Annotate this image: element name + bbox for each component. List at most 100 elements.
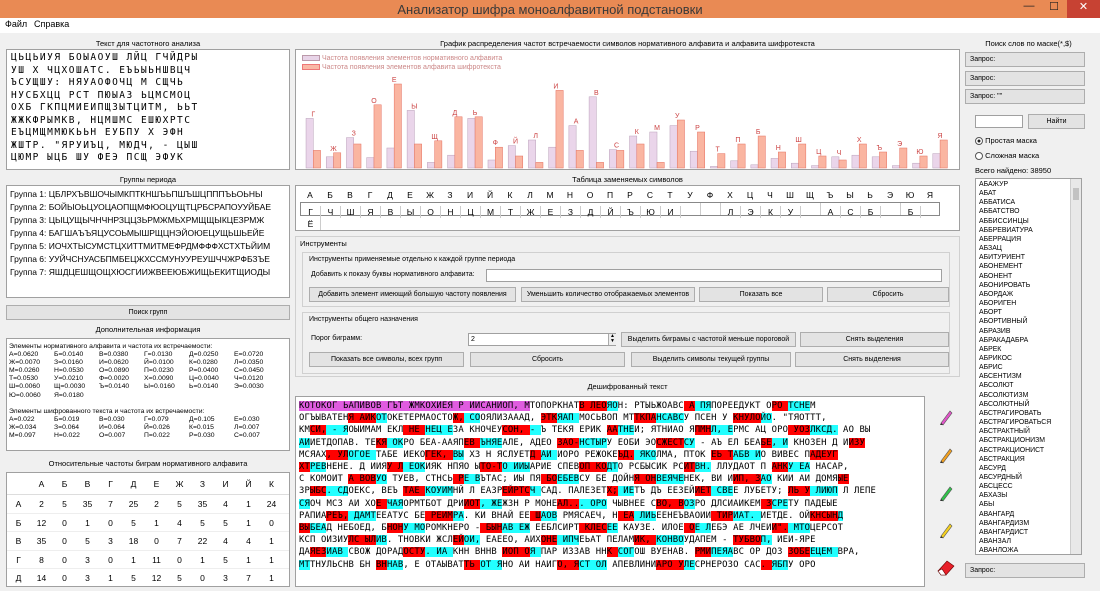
subst-cipher-cell[interactable]: А	[821, 206, 841, 218]
period-groups-list[interactable]: Группа 1: ЦБЛРХЪВШОЧЫМКПТКНШЪЬПШЪШЦПППЪЬ…	[6, 185, 290, 298]
word-item[interactable]: АББРЕВИАТУРА	[979, 226, 1033, 234]
subst-cipher-cell[interactable]: Г	[301, 206, 321, 218]
word-item[interactable]: АБРАКАДАБРА	[979, 336, 1029, 344]
subst-cipher-cell[interactable]: Э	[741, 206, 761, 218]
word-item[interactable]: АБЕРРАЦИЯ	[979, 235, 1022, 243]
period-group-item[interactable]: Группа 5: ИОЧХТЫСУМСТЦХИТТМИТМЕФРДМФФФХС…	[10, 240, 286, 253]
query-button-2[interactable]: Запрос:	[965, 71, 1085, 86]
subst-cipher-cell[interactable]: О	[421, 206, 441, 218]
word-item[interactable]: АББАТИСА	[979, 199, 1016, 207]
search-groups-button[interactable]: Поиск групп	[6, 305, 290, 320]
subst-cipher-cell[interactable]: И	[661, 206, 681, 218]
clear-selection-button-2[interactable]: Снять выделения	[795, 352, 949, 367]
mask-input[interactable]	[975, 115, 1023, 128]
word-item[interactable]: АБСЦЕСС	[979, 483, 1013, 491]
simple-mask-radio[interactable]: Простая маска	[975, 136, 1037, 146]
word-item[interactable]: АБСТРАКЦИОНИЗМ	[979, 437, 1045, 445]
word-item[interactable]: АБСУРД	[979, 464, 1006, 472]
orange-pen-icon[interactable]	[938, 446, 954, 464]
word-item[interactable]: АБЫ	[979, 501, 995, 509]
add-letter-input[interactable]	[486, 269, 942, 282]
subst-cipher-cell[interactable]: З	[561, 206, 581, 218]
minimize-button[interactable]: —	[1023, 0, 1035, 12]
word-item[interactable]: АБСТРАКЦИЯ	[979, 455, 1025, 463]
word-item[interactable]: АБРИС	[979, 364, 1003, 372]
highlight-group-button[interactable]: Выделить символы текущей группы	[631, 352, 791, 367]
subst-cipher-cell[interactable]: Е	[541, 206, 561, 218]
word-item[interactable]: АБОНЕНТ	[979, 272, 1013, 280]
word-item[interactable]: АББАТСТВО	[979, 208, 1020, 216]
word-item[interactable]: АБСУРДНЫЙ	[979, 474, 1022, 481]
reset-button-2[interactable]: Сбросить	[470, 352, 625, 367]
eraser-icon[interactable]	[936, 558, 956, 576]
word-item[interactable]: АБСТРАГИРОВАТЬСЯ	[979, 419, 1052, 427]
subst-cipher-cell[interactable]: Ж	[521, 206, 541, 218]
decrypted-text-area[interactable]: КОТОКОГ ЬАПИВОВ ГЪТ ЖМКОХИЕЯ Р ИИСАНИОП,…	[295, 396, 925, 587]
subst-cipher-cell[interactable]: Ё	[301, 218, 321, 230]
subst-cipher-cell[interactable]: В	[381, 206, 401, 218]
word-item[interactable]: АВАНЗАЛ	[979, 538, 1011, 546]
clear-selection-button-1[interactable]: Снять выделения	[800, 332, 949, 347]
analysis-text-area[interactable]: ЦЬЦЬИУЯ БОЫАОУШ ЛЙЦ ГЧЙДРЫ УШ Х ЧЦХОШАТС.…	[6, 49, 290, 170]
subst-cipher-cell[interactable]: Б	[861, 206, 881, 218]
query-button-1[interactable]: Запрос:	[965, 52, 1085, 67]
word-item[interactable]: АБОРДАЖ	[979, 290, 1014, 298]
subst-cipher-cell[interactable]: Ы	[401, 206, 421, 218]
word-item[interactable]: АВАНЛОЖА	[979, 547, 1019, 555]
word-item[interactable]: АБСЕНТИЗМ	[979, 373, 1022, 381]
word-item[interactable]: АБСОЛЮТ	[979, 382, 1014, 390]
subst-cipher-cell[interactable]: Д	[581, 206, 601, 218]
word-item[interactable]: АБСОЛЮТНЫЙ	[979, 400, 1030, 408]
subst-cipher-cell[interactable]: С	[841, 206, 861, 218]
scrollbar-thumb[interactable]	[1073, 188, 1079, 200]
close-button[interactable]: ✕	[1067, 0, 1100, 18]
menu-file[interactable]: Файл	[5, 19, 28, 29]
period-group-item[interactable]: Группа 1: ЦБЛРХЪВШОЧЫМКПТКНШЪЬПШЪШЦПППЪЬ…	[10, 188, 286, 201]
query-button-3[interactable]: Запрос: ""	[965, 89, 1085, 104]
subst-cipher-cell[interactable]: Ю	[641, 206, 661, 218]
highlight-bigrams-button[interactable]: Выделить биграмы с частотой меньше порог…	[621, 332, 796, 347]
complex-mask-radio[interactable]: Сложная маска	[975, 151, 1039, 161]
subst-cipher-cell[interactable]	[701, 203, 721, 215]
subst-cipher-cell[interactable]: У	[781, 206, 801, 218]
subst-cipher-cell[interactable]: Я	[361, 206, 381, 218]
word-item[interactable]: АБЗАЦ	[979, 245, 1002, 253]
subst-cipher-cell[interactable]: Ч	[321, 206, 341, 218]
show-all-symbols-button[interactable]: Показать все символы, всех групп	[309, 352, 464, 367]
subst-cipher-cell[interactable]: Ш	[341, 206, 361, 218]
subst-cipher-cell[interactable]: Ц	[461, 206, 481, 218]
subst-cipher-cell[interactable]: К	[761, 206, 781, 218]
words-list[interactable]: АБАЖУР АБАТ АББАТИСА АББАТСТВО АББИССИНЦЫ АББ…	[975, 178, 1082, 555]
word-item[interactable]: АБОРТ	[979, 309, 1002, 317]
reset-button-1[interactable]: Сбросить	[827, 287, 949, 302]
word-item[interactable]: АБРЕК	[979, 345, 1002, 353]
word-item[interactable]: АВАНГАРД	[979, 510, 1015, 518]
period-group-item[interactable]: Группа 4: БАГШАЪЪЯЦУСОЬМЫШРЩЦНЭЙОЮЕЦУЩЬШ…	[10, 227, 286, 240]
word-item[interactable]: АБХАЗЫ	[979, 492, 1008, 500]
subst-cipher-cell[interactable]: Л	[721, 206, 741, 218]
yellow-pen-icon[interactable]	[938, 521, 954, 539]
word-item[interactable]: АББИССИНЦЫ	[979, 217, 1029, 225]
word-item[interactable]: АВАНГАРДИЗМ	[979, 519, 1030, 527]
menu-help[interactable]: Справка	[34, 19, 70, 29]
show-all-button[interactable]: Показать все	[699, 287, 823, 302]
reduce-elements-button[interactable]: Уменьшить количество отображаемых элемен…	[521, 287, 695, 302]
word-item[interactable]: АБРИКОС	[979, 354, 1012, 362]
subst-cipher-cell[interactable]: Т	[501, 206, 521, 218]
word-item[interactable]: АВАНГАРДИСТ	[979, 528, 1029, 536]
bigram-threshold-input[interactable]: 2	[468, 333, 616, 346]
pink-pen-icon[interactable]	[938, 408, 954, 426]
word-item[interactable]: АБОНИРОВАТЬ	[979, 281, 1031, 289]
word-item[interactable]: АБСТРАГИРОВАТЬ	[979, 409, 1042, 417]
word-item[interactable]: АБОРИГЕН	[979, 300, 1017, 308]
period-group-item[interactable]: Группа 7: ЯШДЦЕШЩОЩХЮСГИИЖВЕЕЮБЖИЩЬЕКИТЩ…	[10, 266, 286, 279]
word-item[interactable]: АБСТРАКТНЫЙ	[979, 428, 1030, 436]
word-item[interactable]: АБОРТИВНЫЙ	[979, 318, 1028, 326]
word-item[interactable]: АБАЖУР	[979, 181, 1009, 188]
threshold-spinner[interactable]: ▲ ▼	[608, 334, 616, 345]
green-pen-icon[interactable]	[938, 484, 954, 502]
subst-cipher-cell[interactable]	[681, 203, 701, 215]
word-item[interactable]: АБАТ	[979, 190, 997, 198]
period-group-item[interactable]: Группа 2: БОЙЫОЬЦУОЦАОПЩМФЮОЦУЩТЦРБСРАПО…	[10, 201, 286, 214]
